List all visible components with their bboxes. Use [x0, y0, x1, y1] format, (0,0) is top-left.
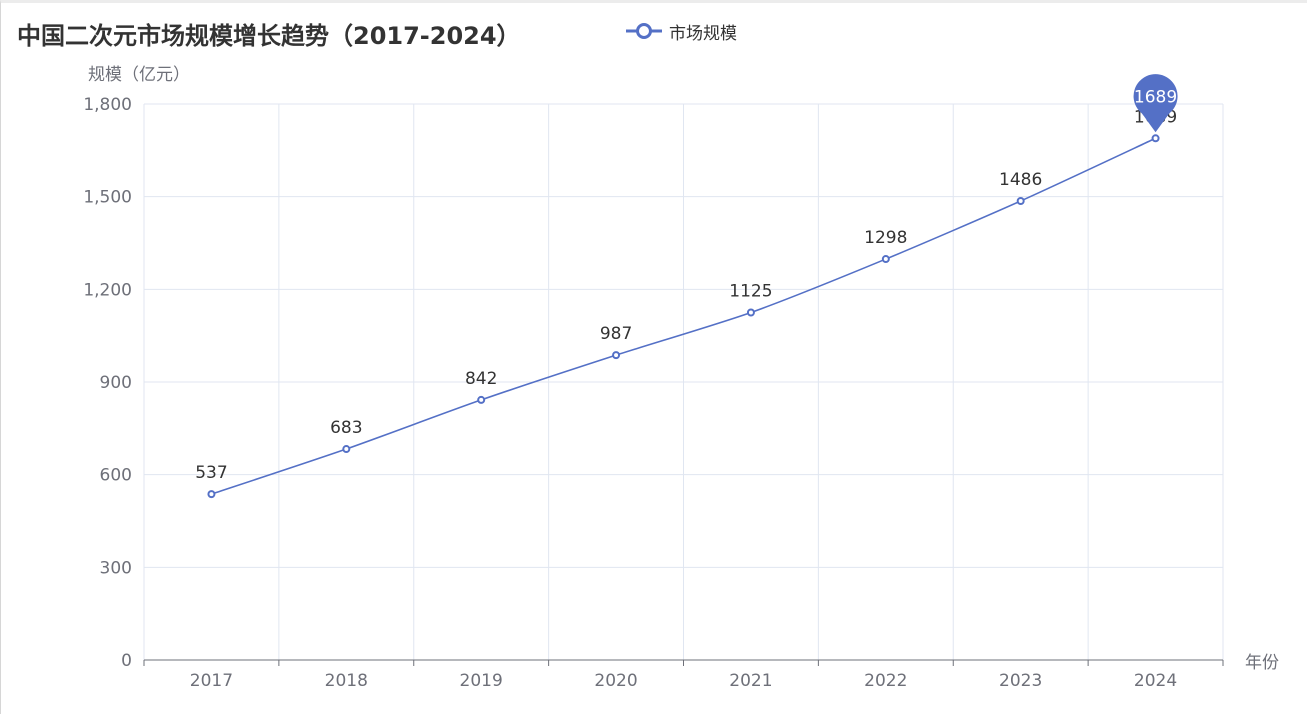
data-label: 1125 [729, 282, 772, 302]
legend[interactable]: 市场规模 [625, 19, 737, 44]
data-point [1151, 134, 1160, 143]
data-label: 1298 [864, 228, 907, 248]
y-axis-title: 规模（亿元） [88, 65, 190, 85]
data-point [612, 351, 621, 360]
y-tick-label: 600 [100, 466, 132, 486]
data-point [746, 308, 755, 317]
x-axis-title: 年份 [1245, 653, 1279, 673]
y-tick-label: 1,800 [83, 95, 132, 115]
series-line [211, 137, 1156, 495]
chart-title: 中国二次元市场规模增长趋势（2017-2024） [17, 22, 521, 50]
x-tick-label: 2021 [729, 671, 772, 691]
data-point [881, 255, 890, 264]
x-tick-label: 2024 [1134, 671, 1177, 691]
x-tick-label: 2023 [999, 671, 1042, 691]
max-pin-label: 1689 [1134, 87, 1177, 107]
data-label: 842 [465, 369, 497, 389]
data-point [1016, 196, 1025, 205]
data-label: 1486 [999, 170, 1042, 190]
data-label: 537 [195, 463, 227, 483]
data-point [477, 395, 486, 404]
y-tick-label: 0 [121, 651, 132, 671]
legend-label: 市场规模 [669, 23, 737, 44]
y-tick-label: 1,200 [83, 280, 132, 300]
x-tick-label: 2022 [864, 671, 907, 691]
data-point [342, 445, 351, 454]
max-value-pin: 1689 [1133, 74, 1178, 133]
data-point [207, 490, 216, 499]
y-tick-label: 1,500 [83, 188, 132, 208]
x-tick-label: 2019 [460, 671, 503, 691]
x-tick-label: 2017 [190, 671, 233, 691]
data-label: 987 [600, 324, 632, 344]
y-tick-label: 300 [100, 558, 132, 578]
x-tick-label: 2020 [594, 671, 637, 691]
legend-line-circle-icon [626, 23, 662, 39]
data-label: 683 [330, 418, 362, 438]
x-tick-label: 2018 [325, 671, 368, 691]
max-pin-shape [1133, 74, 1178, 133]
y-tick-label: 900 [100, 373, 132, 393]
